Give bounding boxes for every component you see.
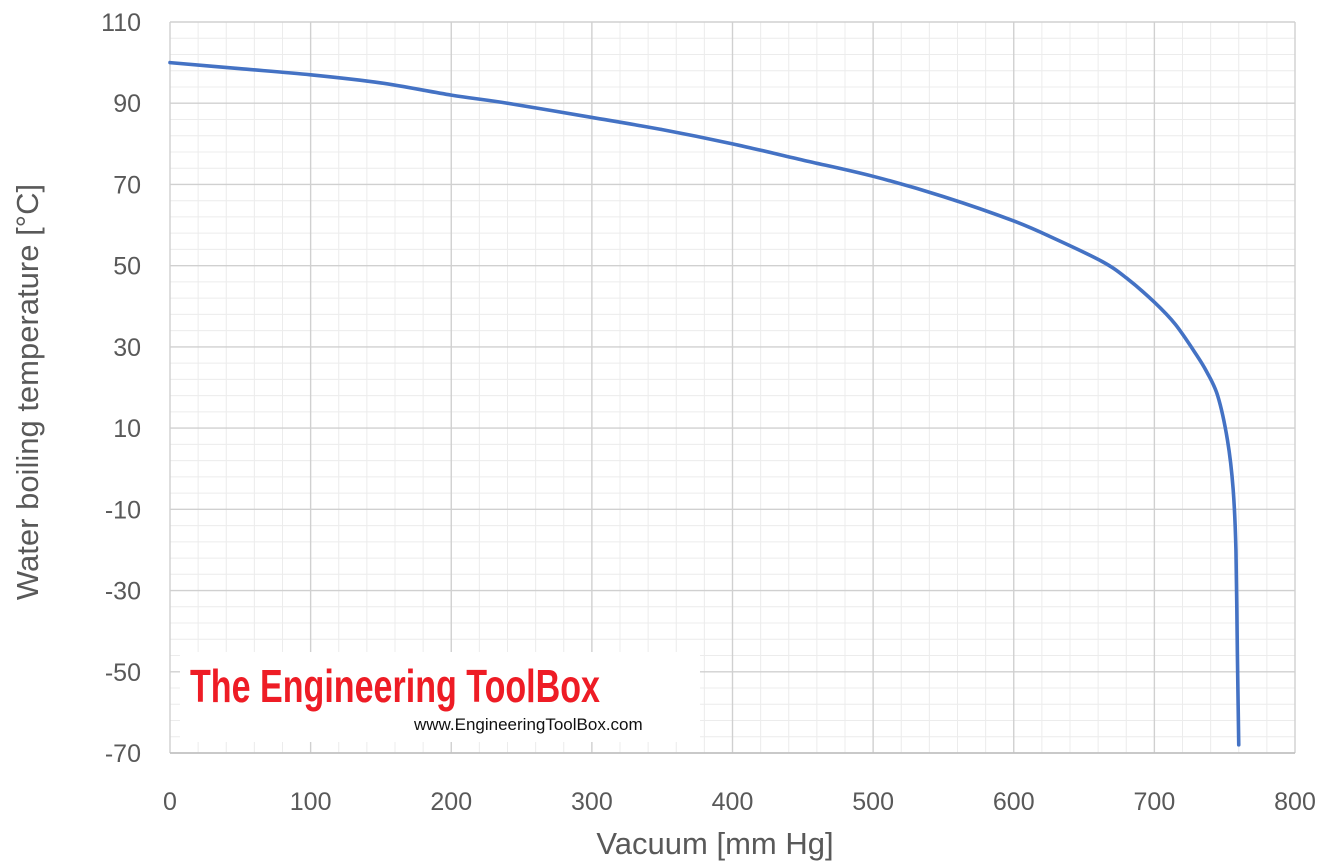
x-tick-label: 500 [852,788,894,816]
minor-grid [170,22,1295,753]
y-tick-label: 50 [113,253,141,281]
x-tick-label: 800 [1274,788,1316,816]
watermark: The Engineering ToolBox www.EngineeringT… [180,652,700,742]
y-tick-label: -70 [105,740,141,768]
y-tick-label: 70 [113,171,141,199]
series-layer [168,60,1241,747]
watermark-brand: The Engineering ToolBox [190,660,600,712]
watermark-url: www.EngineeringToolBox.com [413,715,643,734]
x-tick-label: 600 [993,788,1035,816]
y-tick-label: 110 [101,9,141,37]
watermark-background [180,652,700,742]
x-tick-label: 100 [290,788,332,816]
y-tick-label: -10 [105,496,141,524]
y-tick-label: 10 [113,415,141,443]
x-tick-label: 200 [430,788,472,816]
x-tick-label: 400 [712,788,754,816]
series-line-0 [168,60,1241,747]
x-axis-title: Vacuum [mm Hg] [596,826,833,861]
x-tick-label: 300 [571,788,613,816]
x-tick-label: 700 [1134,788,1176,816]
y-tick-label: 30 [113,334,141,362]
y-tick-label: -30 [105,578,141,606]
y-tick-label: 90 [113,90,141,118]
y-axis-title: Water boiling temperature [°C] [10,184,45,600]
x-tick-labels: 0 100 200 300 400 500 600 700 800 [163,788,1316,816]
y-tick-labels: -70 -50 -30 -10 10 30 50 70 90 110 [101,9,141,768]
y-tick-label: -50 [105,659,141,687]
x-tick-label: 0 [163,788,177,816]
